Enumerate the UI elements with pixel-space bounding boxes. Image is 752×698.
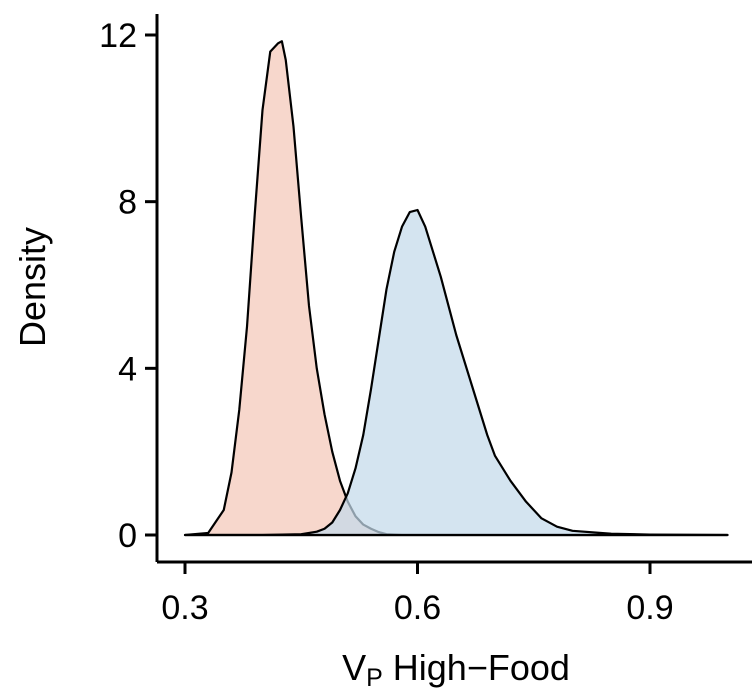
x-tick-label: 0.6: [394, 589, 441, 627]
series-layer: [183, 40, 729, 537]
x-tick-label: 0.3: [161, 589, 208, 627]
y-ticks: 0 4 8 12: [99, 17, 157, 555]
y-tick-label: 0: [118, 517, 137, 555]
x-axis-title: VP High−Food: [342, 647, 570, 692]
y-tick-label: 4: [118, 350, 137, 388]
x-tick-label: 0.9: [626, 589, 673, 627]
y-tick-label: 12: [99, 17, 137, 55]
x-axis-title-subscript: P: [366, 664, 383, 692]
x-axis-title-main: V: [342, 647, 366, 688]
x-axis-title-rest: High−Food: [383, 647, 570, 688]
y-axis-title: Density: [12, 227, 53, 347]
x-ticks: 0.3 0.6 0.9: [161, 562, 674, 627]
density-area-series-2: [183, 208, 729, 537]
y-tick-label: 8: [118, 184, 137, 222]
